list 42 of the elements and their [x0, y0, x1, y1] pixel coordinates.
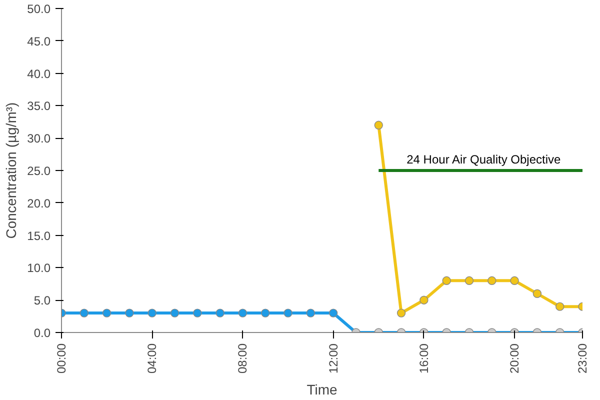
y-tick-label: 0.0 — [34, 326, 51, 340]
point — [420, 296, 428, 304]
point — [102, 308, 112, 318]
point — [510, 276, 519, 285]
point — [488, 276, 496, 285]
x-tick-label: 20:00 — [508, 343, 522, 374]
point — [328, 308, 338, 318]
y-tick-label: 10.0 — [27, 261, 51, 276]
point — [261, 308, 270, 318]
point — [238, 308, 248, 318]
y-tick-label: 20.0 — [27, 196, 51, 210]
point — [442, 276, 451, 285]
x-tick-label: 16:00 — [416, 343, 431, 374]
point — [193, 308, 202, 318]
x-tick-label: 04:00 — [145, 343, 160, 374]
y-tick-label: 45.0 — [27, 34, 51, 48]
x-tick-label: 12:00 — [326, 343, 340, 374]
point — [216, 308, 224, 318]
point — [464, 276, 474, 285]
point — [396, 308, 406, 318]
point — [170, 308, 180, 318]
point — [80, 308, 88, 318]
y-tick-label: 35.0 — [27, 99, 51, 114]
point — [125, 308, 134, 318]
y-tick-label: 15.0 — [27, 228, 51, 243]
point — [374, 120, 383, 130]
x-axis-title: Time — [306, 382, 338, 398]
point — [532, 289, 542, 298]
y-axis-title: Concentration (µg/m³) — [3, 102, 20, 239]
y-tick-label: 5.0 — [34, 294, 51, 308]
point — [284, 308, 292, 318]
point — [306, 308, 316, 318]
series-label: 24 Hour Air Quality Objective — [406, 152, 562, 166]
x-tick-label: 23:00 — [576, 343, 590, 374]
x-tick-label: 00:00 — [54, 343, 68, 374]
y-tick-label: 50.0 — [27, 2, 51, 16]
y-tick-label: 25.0 — [27, 164, 51, 178]
point — [556, 302, 564, 311]
x-tick-label: 08:00 — [236, 343, 250, 374]
y-tick-label: 40.0 — [27, 66, 51, 81]
point — [148, 308, 156, 318]
y-tick-label: 30.0 — [27, 132, 51, 146]
